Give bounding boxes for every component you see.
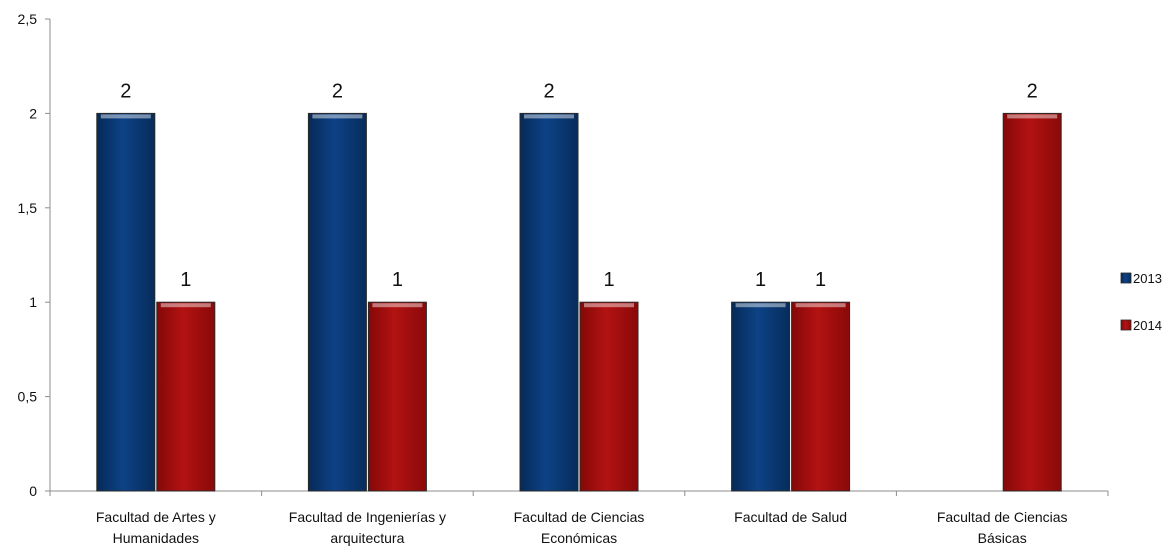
bar-2013	[96, 112, 156, 492]
bar-2014	[367, 301, 427, 492]
data-label: 1	[392, 269, 403, 291]
bar-highlight	[312, 114, 363, 119]
bar-2014	[1002, 112, 1062, 492]
bar-2013	[731, 301, 791, 492]
bar-highlight	[735, 303, 786, 308]
x-category-label: Facultad de Ciencias Básicas	[937, 509, 1068, 546]
data-label: 2	[120, 80, 131, 102]
bar-2014	[156, 301, 216, 492]
bar-highlight	[795, 303, 846, 308]
legend-swatch-2013	[1120, 272, 1132, 284]
y-tick-label: 0	[29, 483, 37, 499]
x-category-label: Facultad de Artes y Humanidades	[96, 509, 216, 546]
bar-highlight	[584, 303, 634, 308]
chart-axes: 0 0,5 1 1,5 2 2,5 Facultad de Artes y Humanidad…	[18, 11, 1109, 546]
legend-swatch-2014	[1120, 319, 1132, 331]
bar-2013	[307, 112, 367, 492]
chart-bars	[96, 112, 1062, 492]
bar-2014	[791, 301, 851, 492]
legend-label: 2014	[1133, 318, 1162, 333]
y-tick-label: 0,5	[18, 389, 38, 405]
bar-highlight	[372, 303, 423, 308]
data-label: 1	[180, 269, 191, 291]
chart-legend: 2013 2014	[1120, 271, 1162, 333]
y-tick-label: 1	[29, 294, 37, 310]
y-tick-label: 2	[29, 105, 37, 121]
data-label: 2	[1027, 80, 1038, 102]
bar-highlight	[1007, 114, 1058, 119]
data-label: 2	[543, 80, 554, 102]
data-label: 1	[603, 269, 614, 291]
data-label: 2	[332, 80, 343, 102]
x-category-label: Facultad de Ciencias Económicas	[514, 509, 645, 546]
bar-highlight	[524, 114, 574, 119]
x-category-label: Facultad de Ingenierías y arquitectura	[289, 509, 446, 546]
chart-data-labels: 2 2 2 1 1 1 1 1 2	[120, 80, 1038, 291]
data-label: 1	[815, 269, 826, 291]
bar-2013	[519, 112, 579, 492]
data-label: 1	[755, 269, 766, 291]
bar-2014	[579, 301, 639, 492]
x-category-label: Facultad de Salud	[734, 509, 847, 525]
legend-label: 2013	[1133, 271, 1162, 286]
bar-highlight	[160, 303, 211, 308]
bar-highlight	[100, 114, 151, 119]
y-tick-label: 1,5	[18, 200, 38, 216]
y-tick-label: 2,5	[18, 11, 38, 27]
